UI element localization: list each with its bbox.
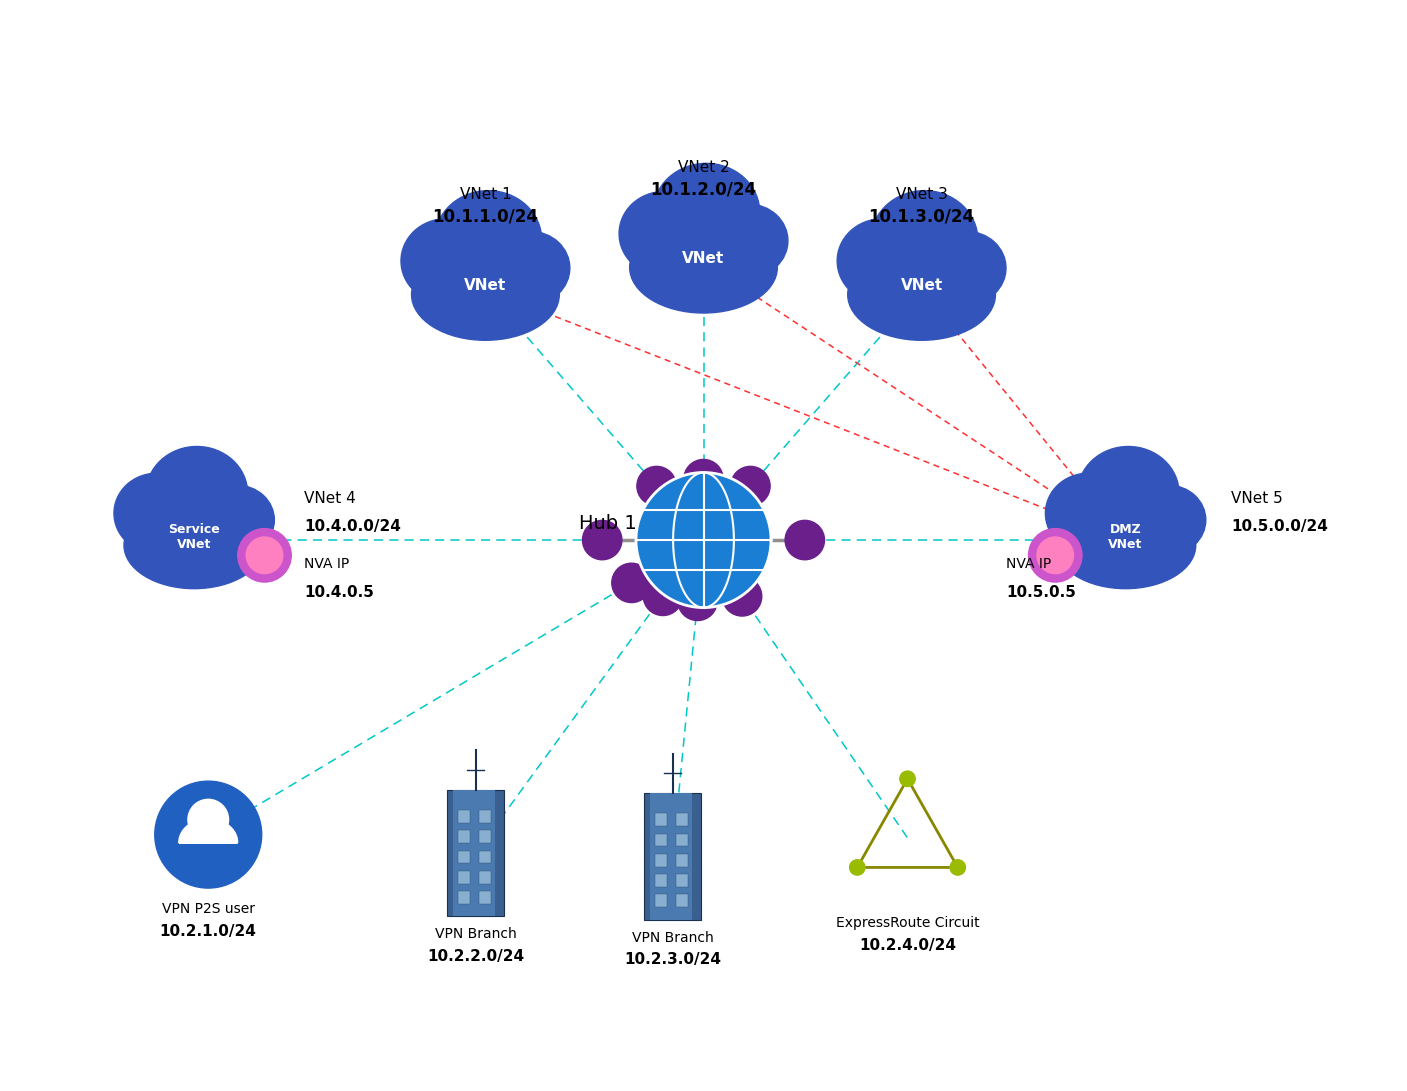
Ellipse shape bbox=[411, 249, 559, 340]
Text: Hub 1: Hub 1 bbox=[578, 514, 637, 533]
Ellipse shape bbox=[1037, 537, 1074, 574]
Bar bbox=[654, 814, 667, 826]
Ellipse shape bbox=[401, 219, 491, 303]
Bar bbox=[654, 854, 667, 866]
Text: 10.1.1.0/24: 10.1.1.0/24 bbox=[432, 208, 539, 226]
Bar bbox=[654, 874, 667, 887]
Bar bbox=[675, 874, 688, 887]
Text: VPN P2S user: VPN P2S user bbox=[162, 902, 255, 916]
Ellipse shape bbox=[684, 459, 723, 499]
Ellipse shape bbox=[1131, 485, 1206, 554]
FancyBboxPatch shape bbox=[644, 793, 701, 920]
Ellipse shape bbox=[491, 231, 570, 304]
Ellipse shape bbox=[582, 520, 622, 560]
Ellipse shape bbox=[612, 563, 651, 602]
Text: VNet 1: VNet 1 bbox=[460, 187, 511, 202]
Text: 10.4.0.0/24: 10.4.0.0/24 bbox=[304, 519, 401, 535]
Text: VNet 4: VNet 4 bbox=[304, 491, 356, 506]
Ellipse shape bbox=[619, 192, 709, 276]
Text: 10.5.0.5: 10.5.0.5 bbox=[1006, 585, 1076, 600]
Ellipse shape bbox=[643, 576, 682, 615]
Ellipse shape bbox=[146, 446, 248, 540]
Bar bbox=[478, 891, 491, 903]
Bar bbox=[457, 851, 470, 863]
Ellipse shape bbox=[950, 860, 965, 875]
Bar bbox=[457, 830, 470, 843]
Bar bbox=[478, 811, 491, 823]
Text: VNet: VNet bbox=[682, 251, 725, 266]
Polygon shape bbox=[179, 818, 238, 842]
Text: VNet: VNet bbox=[464, 278, 507, 293]
Text: Service
VNet: Service VNet bbox=[169, 523, 219, 551]
Bar bbox=[654, 834, 667, 847]
Bar bbox=[675, 814, 688, 826]
Text: DMZ
VNet: DMZ VNet bbox=[1109, 523, 1142, 551]
Bar bbox=[675, 895, 688, 907]
Text: VNet 5: VNet 5 bbox=[1231, 491, 1283, 506]
Text: 10.2.4.0/24: 10.2.4.0/24 bbox=[860, 938, 955, 954]
Ellipse shape bbox=[847, 249, 996, 340]
Text: 10.2.3.0/24: 10.2.3.0/24 bbox=[625, 952, 720, 968]
Text: 10.5.0.0/24: 10.5.0.0/24 bbox=[1231, 519, 1328, 535]
Ellipse shape bbox=[1045, 473, 1131, 553]
Ellipse shape bbox=[837, 219, 927, 303]
Ellipse shape bbox=[1078, 446, 1179, 540]
Ellipse shape bbox=[678, 582, 718, 621]
Ellipse shape bbox=[630, 221, 777, 313]
Bar bbox=[654, 895, 667, 907]
Ellipse shape bbox=[435, 191, 542, 289]
Text: VPN Branch: VPN Branch bbox=[632, 931, 713, 945]
Ellipse shape bbox=[246, 537, 283, 574]
Bar bbox=[457, 811, 470, 823]
Text: VNet: VNet bbox=[900, 278, 943, 293]
Ellipse shape bbox=[124, 502, 265, 589]
Ellipse shape bbox=[637, 466, 677, 506]
Ellipse shape bbox=[653, 164, 760, 262]
Ellipse shape bbox=[927, 231, 1006, 304]
Text: 10.1.3.0/24: 10.1.3.0/24 bbox=[868, 208, 975, 226]
Ellipse shape bbox=[900, 771, 915, 787]
Ellipse shape bbox=[709, 204, 788, 277]
Bar bbox=[478, 851, 491, 863]
Ellipse shape bbox=[730, 466, 770, 506]
Bar bbox=[478, 871, 491, 884]
FancyBboxPatch shape bbox=[447, 790, 504, 916]
Bar bbox=[457, 891, 470, 903]
Ellipse shape bbox=[155, 781, 262, 888]
Ellipse shape bbox=[850, 860, 865, 875]
Ellipse shape bbox=[238, 528, 291, 583]
FancyBboxPatch shape bbox=[453, 790, 495, 916]
Text: 10.4.0.5: 10.4.0.5 bbox=[304, 585, 374, 600]
Ellipse shape bbox=[189, 800, 228, 840]
Bar bbox=[478, 830, 491, 843]
Ellipse shape bbox=[722, 577, 761, 616]
Bar bbox=[675, 854, 688, 866]
Bar bbox=[675, 834, 688, 847]
Ellipse shape bbox=[200, 485, 274, 554]
Text: NVA IP: NVA IP bbox=[1006, 558, 1051, 571]
Text: 10.2.1.0/24: 10.2.1.0/24 bbox=[160, 924, 256, 939]
Text: VNet 3: VNet 3 bbox=[896, 187, 947, 202]
Text: ExpressRoute Circuit: ExpressRoute Circuit bbox=[836, 916, 979, 931]
Ellipse shape bbox=[114, 473, 200, 553]
Text: 10.1.2.0/24: 10.1.2.0/24 bbox=[650, 181, 757, 199]
Ellipse shape bbox=[785, 520, 825, 560]
Ellipse shape bbox=[1029, 528, 1082, 583]
Bar bbox=[457, 871, 470, 884]
Text: VPN Branch: VPN Branch bbox=[435, 927, 516, 942]
Text: NVA IP: NVA IP bbox=[304, 558, 349, 571]
Ellipse shape bbox=[1055, 502, 1196, 589]
Text: 10.2.2.0/24: 10.2.2.0/24 bbox=[426, 949, 525, 964]
Ellipse shape bbox=[871, 191, 978, 289]
Ellipse shape bbox=[636, 472, 771, 608]
FancyBboxPatch shape bbox=[650, 793, 692, 920]
Text: VNet 2: VNet 2 bbox=[678, 159, 729, 175]
